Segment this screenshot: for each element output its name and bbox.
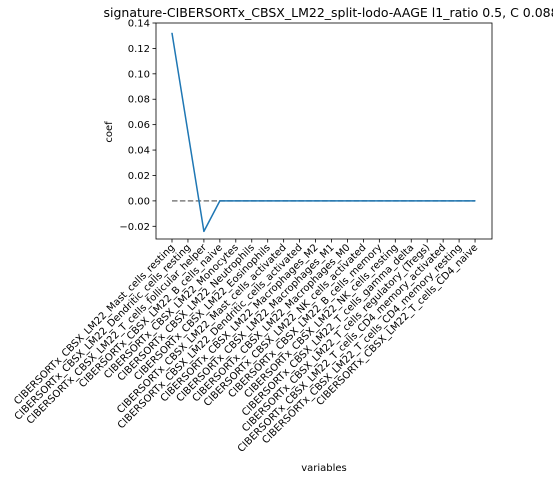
x-axis-label: variables — [301, 463, 347, 474]
data-point — [219, 200, 221, 202]
y-tick-label: 0.10 — [128, 69, 150, 80]
data-point — [442, 200, 444, 202]
y-tick-label: −0.02 — [119, 222, 150, 233]
data-point — [203, 230, 205, 232]
y-axis-label: coef — [104, 121, 115, 143]
data-point — [378, 200, 380, 202]
data-point — [235, 200, 237, 202]
data-point — [426, 200, 428, 202]
y-tick-label: 0.04 — [128, 146, 150, 157]
data-point — [251, 200, 253, 202]
data-point — [299, 200, 301, 202]
plot-frame — [155, 22, 493, 240]
data-point — [330, 200, 333, 202]
data-point — [458, 200, 460, 202]
y-tick-label: 0.00 — [128, 196, 150, 207]
data-point — [346, 200, 349, 202]
y-tick-label: 0.12 — [128, 44, 150, 55]
data-point — [474, 200, 476, 202]
data-point — [362, 200, 364, 202]
data-point — [314, 200, 317, 202]
coef-series-line — [171, 33, 476, 233]
chart-title: signature-CIBERSORTx_CBSX_LM22_split-lod… — [103, 5, 553, 20]
data-point — [187, 131, 189, 133]
data-point — [171, 32, 173, 34]
y-tick-label: 0.14 — [128, 19, 150, 30]
data-point — [283, 200, 285, 202]
data-point — [410, 200, 412, 202]
plot-area: −0.020.000.020.040.060.080.100.120.14CIB… — [12, 19, 493, 455]
data-point — [394, 200, 396, 202]
y-tick-label: 0.08 — [128, 95, 150, 106]
data-point — [267, 200, 269, 202]
y-tick-label: 0.06 — [128, 120, 150, 131]
y-tick-label: 0.02 — [128, 171, 150, 182]
